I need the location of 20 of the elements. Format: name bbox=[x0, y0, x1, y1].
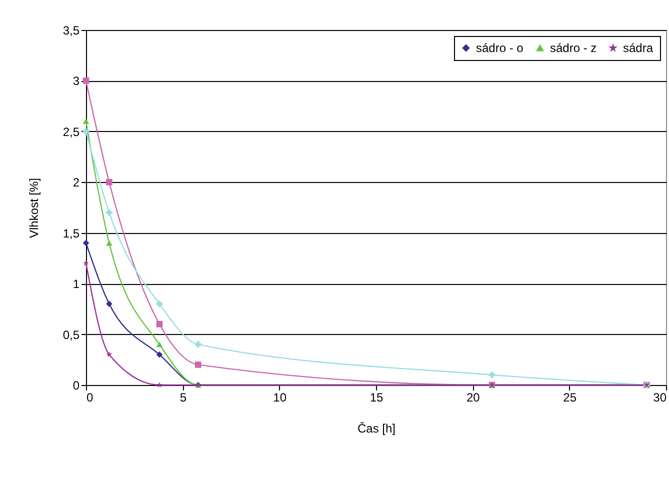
x-tick-label: 0 bbox=[86, 390, 94, 404]
y-tick-label: 2 bbox=[72, 176, 80, 190]
y-tick-label: 3 bbox=[72, 74, 80, 88]
legend-label: sádro - z bbox=[550, 41, 597, 55]
x-tick-label: 25 bbox=[563, 390, 577, 404]
y-tick-label: 1,5 bbox=[62, 226, 80, 240]
x-tick-label: 15 bbox=[370, 390, 384, 404]
y-tick-label: 0,5 bbox=[62, 328, 80, 342]
x-tick-label: 20 bbox=[466, 390, 480, 404]
y-tick-label: 2,5 bbox=[62, 124, 80, 139]
y-tick-label: 1 bbox=[72, 277, 80, 292]
legend-label: sádro - o bbox=[476, 41, 524, 55]
y-axis-title: Vlhkost [%] bbox=[26, 178, 41, 238]
x-tick-label: 10 bbox=[273, 390, 287, 404]
legend-label: sádra bbox=[623, 41, 654, 55]
y-tick-label: 3,5 bbox=[62, 24, 80, 38]
y-tick-label: 0 bbox=[72, 378, 80, 392]
x-axis-title: Čas [h] bbox=[357, 422, 396, 436]
x-tick-label: 5 bbox=[180, 390, 187, 404]
x-tick-label: 30 bbox=[653, 390, 667, 404]
